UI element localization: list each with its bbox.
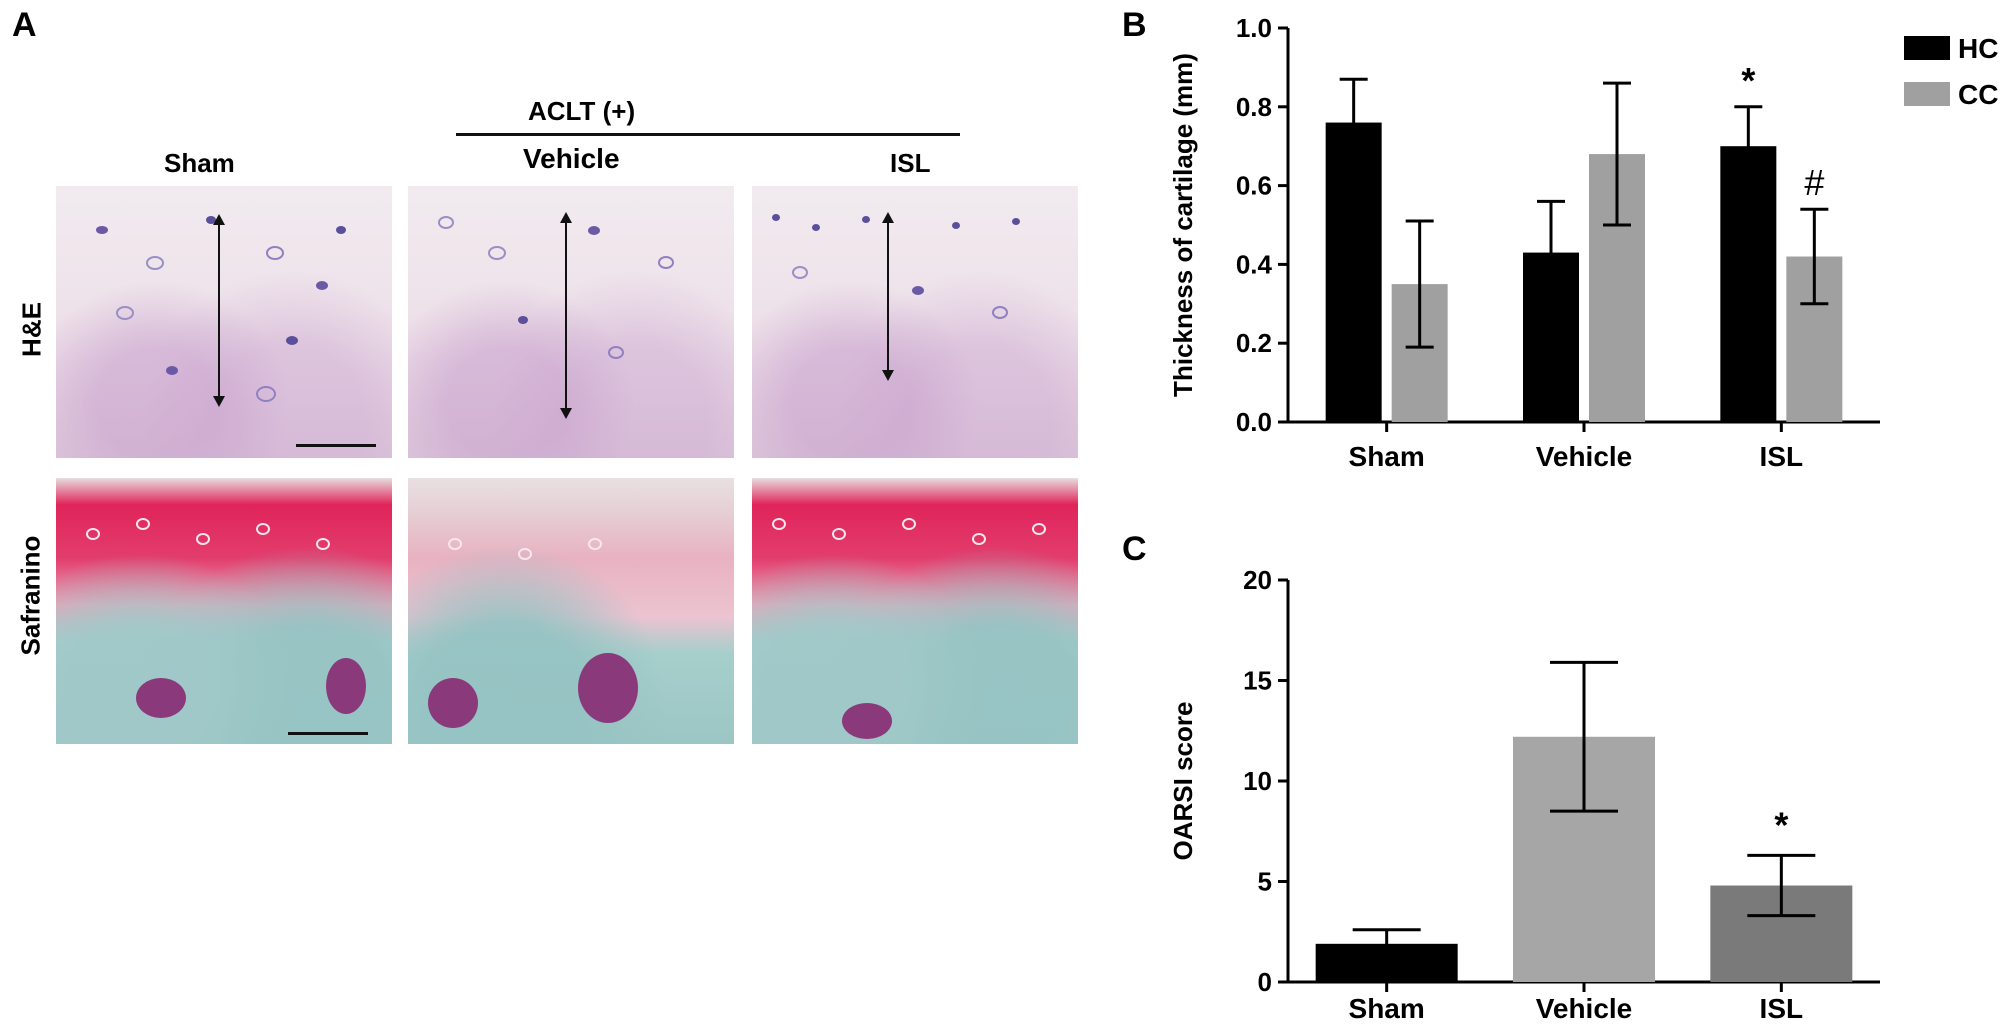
x-tick-label-vehicle: Vehicle <box>1536 993 1633 1024</box>
row-label-he: H&E <box>16 302 47 357</box>
micrograph-he-sham <box>56 186 392 458</box>
chart-b: 0.0 0.2 0.4 0.6 0.8 1.0 Sham Vehicle ISL * # Thickn… <box>1168 13 1998 472</box>
micrograph-safranin-vehicle <box>408 478 734 744</box>
aclt-group-header: ACLT (+) <box>528 96 636 126</box>
panel-c-letter: C <box>1122 530 1147 568</box>
col-label-sham: Sham <box>164 148 235 178</box>
significance-star: * <box>1741 60 1755 101</box>
micrograph-he-vehicle <box>408 186 734 458</box>
bar-hc-isl <box>1720 146 1777 422</box>
y-tick-label: 0 <box>1258 967 1272 997</box>
significance-star: * <box>1774 804 1788 845</box>
x-tick-label-vehicle: Vehicle <box>1536 441 1633 472</box>
legend-swatch-hc <box>1904 36 1950 60</box>
scale-bar <box>296 444 376 447</box>
micrograph-safranin-sham <box>56 478 392 744</box>
scale-bar <box>288 732 368 735</box>
y-tick-label: 20 <box>1243 565 1272 595</box>
y-tick-label: 0.6 <box>1236 171 1272 201</box>
legend-label-hc: HC <box>1958 33 1998 64</box>
y-tick-label: 0.0 <box>1236 407 1272 437</box>
y-tick-label: 5 <box>1258 867 1272 897</box>
significance-hash: # <box>1804 162 1824 203</box>
col-label-vehicle: Vehicle <box>523 143 620 174</box>
y-tick-label: 0.8 <box>1236 92 1272 122</box>
panel-a-letter: A <box>12 6 37 44</box>
row-label-safranin: Safranino <box>15 535 46 656</box>
y-axis-label: Thickness of cartilage (mm) <box>1168 53 1198 397</box>
x-tick-label-isl: ISL <box>1760 441 1804 472</box>
x-tick-label-sham: Sham <box>1349 441 1425 472</box>
x-tick-label-sham: Sham <box>1349 993 1425 1024</box>
bar-hc-sham <box>1325 122 1382 422</box>
micrograph-safranin-isl <box>752 478 1078 744</box>
y-axis-label: OARSI score <box>1168 702 1198 861</box>
chart-c: 0 5 10 15 20 Sham Vehicle ISL * OARSI score <box>1168 565 1880 1024</box>
y-tick-label: 0.2 <box>1236 328 1272 358</box>
legend-swatch-cc <box>1904 82 1950 106</box>
y-tick-label: 15 <box>1243 666 1272 696</box>
panel-b-letter: B <box>1122 6 1147 44</box>
micrograph-he-isl <box>752 186 1078 458</box>
aclt-group-bracket <box>456 133 960 136</box>
y-tick-label: 1.0 <box>1236 13 1272 43</box>
legend-label-cc: CC <box>1958 79 1998 110</box>
y-tick-label: 0.4 <box>1236 249 1273 279</box>
x-tick-label-isl: ISL <box>1760 993 1804 1024</box>
col-label-isl: ISL <box>890 148 931 178</box>
y-tick-label: 10 <box>1243 766 1272 796</box>
